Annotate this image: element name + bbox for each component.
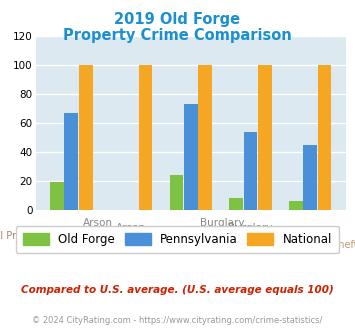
Text: Motor Vehicle Theft: Motor Vehicle Theft: [237, 231, 331, 241]
Text: All Property Crime: All Property Crime: [0, 231, 80, 241]
Bar: [138, 65, 152, 210]
Text: Motor Vehicle Theft: Motor Vehicle Theft: [263, 240, 355, 250]
Bar: [244, 132, 257, 210]
Bar: [318, 65, 332, 210]
Bar: [65, 113, 78, 210]
Text: Arson: Arson: [116, 223, 146, 233]
Bar: [198, 65, 212, 210]
Bar: [50, 182, 64, 210]
Bar: [229, 198, 243, 210]
Text: Property Crime Comparison: Property Crime Comparison: [63, 28, 292, 43]
Text: Larceny & Theft: Larceny & Theft: [152, 240, 230, 250]
Bar: [258, 65, 272, 210]
Bar: [184, 104, 198, 210]
Text: Larceny & Theft: Larceny & Theft: [121, 231, 199, 241]
Bar: [170, 175, 183, 210]
Legend: Old Forge, Pennsylvania, National: Old Forge, Pennsylvania, National: [16, 226, 339, 253]
Text: Arson: Arson: [83, 218, 113, 228]
Text: © 2024 CityRating.com - https://www.cityrating.com/crime-statistics/: © 2024 CityRating.com - https://www.city…: [32, 316, 323, 325]
Text: 2019 Old Forge: 2019 Old Forge: [114, 12, 241, 26]
Text: All Property Crime: All Property Crime: [27, 240, 116, 250]
Text: Burglary: Burglary: [200, 218, 244, 228]
Text: Burglary: Burglary: [228, 223, 273, 233]
Bar: [79, 65, 93, 210]
Bar: [304, 145, 317, 210]
Text: Compared to U.S. average. (U.S. average equals 100): Compared to U.S. average. (U.S. average …: [21, 285, 334, 295]
Bar: [289, 201, 303, 210]
